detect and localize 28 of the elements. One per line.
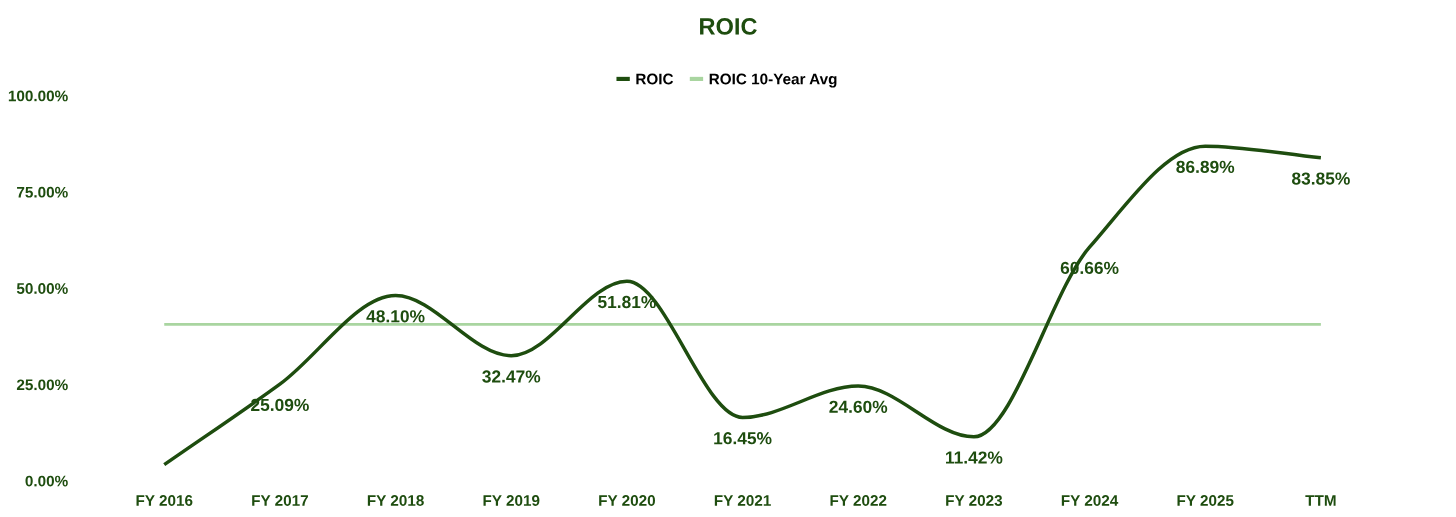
x-tick-label: FY 2019 [483,495,540,506]
data-label: 24.60% [829,400,888,413]
x-tick-label: FY 2025 [1177,495,1234,506]
x-tick-label: FY 2018 [367,495,424,506]
y-tick-label: 50.00% [16,283,68,294]
legend-label: ROIC 10-Year Avg [709,73,837,88]
x-tick-label: FY 2022 [830,495,887,506]
x-tick-label: FY 2024 [1061,495,1119,506]
x-tick-label: TTM [1305,495,1336,506]
data-label: 25.09% [251,398,309,412]
x-tick-label: FY 2021 [714,495,771,506]
data-label: 11.42% [946,451,1003,464]
data-label: 48.10% [366,310,425,323]
x-tick-label: FY 2017 [252,495,308,506]
data-label: 32.47% [482,370,541,383]
x-tick-label: FY 2020 [599,495,656,506]
data-label: 51.81% [597,295,656,309]
legend-label: ROIC [636,73,674,85]
y-tick-label: 75.00% [17,186,68,198]
y-tick-label: 25.00% [16,379,68,391]
y-tick-label: 0.00% [25,475,68,487]
data-label: 86.89% [1176,160,1235,174]
chart-title: ROIC [700,18,757,35]
x-tick-label: FY 2016 [136,495,193,506]
data-label: 83.85% [1291,172,1350,185]
x-tick-label: FY 2023 [946,495,1003,506]
y-tick-label: 100.00% [8,90,68,102]
data-label: 16.45% [714,432,772,445]
